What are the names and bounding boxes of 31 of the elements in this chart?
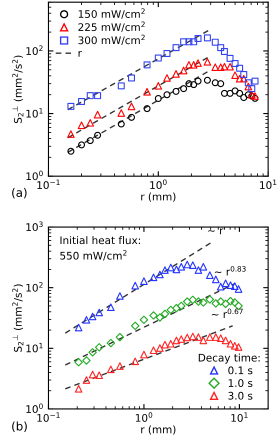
x-axis-title: r (mm) (141, 425, 176, 435)
text: (a) (12, 188, 27, 198)
y-tick-label: 10$^{2}$ (26, 282, 43, 292)
legend-label: 1.0 s (228, 379, 252, 387)
legend-label: 3.0 s (228, 392, 252, 400)
y-axis-title: S$_{2}$$^{⊥}$ (mm$^{2}$/s$^{2}$) (12, 284, 24, 352)
annotation: ~ r$^{0.67}$ (212, 308, 243, 318)
y-tick-label: 10$^{2}$ (26, 45, 43, 55)
legend-label: 225 mW/cm$^{2}$ (78, 22, 145, 32)
annotation: Initial heat flux: 550 mW/cm$^{2}$ (60, 236, 140, 260)
x-tick-label: 10$^{0}$ (136, 412, 152, 422)
x-tick-label: 10$^{1}$ (231, 412, 248, 422)
y-axis-title: S$_{2}$$^{⊥}$ (mm$^{2}$/s$^{2}$) (12, 56, 24, 124)
y-tick-label: 10$^{3}$ (26, 221, 43, 232)
y-tick-label: 10$^{1}$ (26, 108, 43, 118)
y-tick-label: 10$^{1}$ (26, 342, 43, 352)
x-tick-label: 10$^{0}$ (150, 179, 167, 190)
legend-label: 300 mW/cm$^{2}$ (78, 34, 145, 46)
legend-label: 150 mW/cm$^{2}$ (78, 8, 145, 19)
y-tick-label: 10$^{0}$ (26, 403, 43, 414)
x-tick-label: 10$^{1}$ (260, 180, 276, 190)
x-tick-label: 10$^{−1}$ (37, 412, 60, 422)
text: (b) (12, 421, 27, 432)
x-tick-label: 10$^{−1}$ (37, 180, 60, 190)
legend-label: 0.1 s (228, 366, 252, 374)
annotation: ~ r$^{0.83}$ (214, 266, 246, 276)
y-tick-label: 10$^{0}$ (26, 170, 43, 180)
annotation: ~ r (208, 228, 224, 234)
x-axis-title: r (mm) (141, 192, 176, 202)
legend-label: r (78, 50, 82, 57)
legend-title: Decay time: (198, 354, 260, 364)
